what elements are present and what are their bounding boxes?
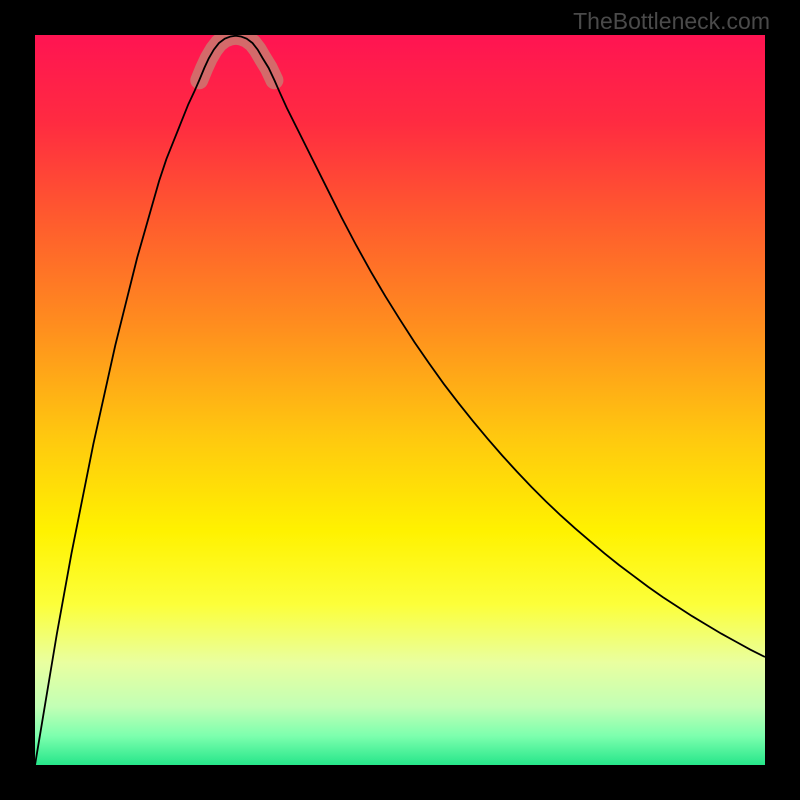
chart-wrapper: TheBottleneck.com — [0, 0, 800, 800]
line-layer — [35, 35, 765, 765]
watermark-text: TheBottleneck.com — [573, 8, 770, 35]
plot-area — [35, 35, 765, 765]
bottleneck-curve — [35, 36, 765, 765]
